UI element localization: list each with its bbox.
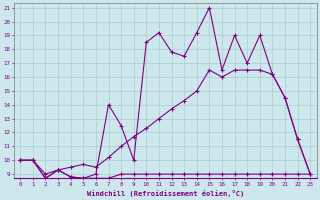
X-axis label: Windchill (Refroidissement éolien,°C): Windchill (Refroidissement éolien,°C)	[87, 190, 244, 197]
